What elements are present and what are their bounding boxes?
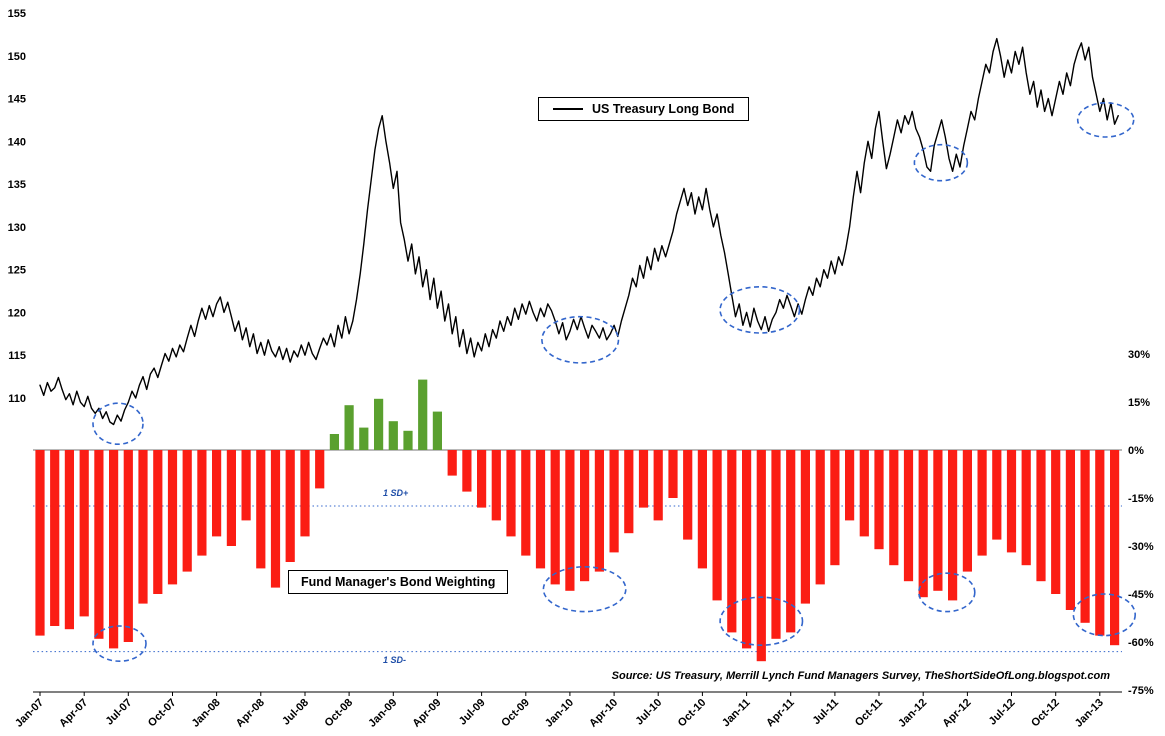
svg-text:Jul-09: Jul-09 (457, 697, 488, 728)
svg-text:Jan-10: Jan-10 (543, 697, 576, 730)
svg-text:125: 125 (8, 265, 26, 277)
svg-text:-60%: -60% (1128, 637, 1154, 649)
svg-text:110: 110 (8, 393, 26, 405)
svg-text:Oct-12: Oct-12 (1029, 697, 1062, 730)
svg-text:Oct-11: Oct-11 (853, 697, 885, 729)
svg-text:Oct-10: Oct-10 (676, 697, 709, 730)
svg-text:Oct-09: Oct-09 (499, 697, 532, 730)
svg-text:155: 155 (8, 8, 26, 20)
sd-minus-label: 1 SD- (383, 655, 407, 665)
svg-text:115: 115 (8, 350, 26, 362)
svg-text:Jul-12: Jul-12 (987, 697, 1018, 728)
sd-plus-label: 1 SD+ (383, 488, 409, 498)
svg-text:-15%: -15% (1128, 493, 1154, 505)
svg-text:Jul-08: Jul-08 (280, 697, 311, 728)
svg-text:Jul-11: Jul-11 (810, 697, 841, 728)
svg-text:Jul-10: Jul-10 (633, 697, 664, 728)
svg-text:Apr-08: Apr-08 (234, 697, 267, 730)
svg-text:Jan-13: Jan-13 (1073, 697, 1106, 730)
svg-text:-45%: -45% (1128, 589, 1154, 601)
svg-text:120: 120 (8, 307, 26, 319)
svg-text:Oct-07: Oct-07 (146, 697, 179, 730)
svg-text:140: 140 (8, 136, 26, 148)
svg-text:Jan-09: Jan-09 (366, 697, 399, 730)
bar-series-label: Fund Manager's Bond Weighting (301, 575, 496, 589)
svg-text:30%: 30% (1128, 349, 1150, 361)
svg-text:Oct-08: Oct-08 (323, 697, 356, 730)
svg-text:Jan-08: Jan-08 (190, 697, 223, 730)
bar-series-label-box: Fund Manager's Bond Weighting (288, 570, 509, 594)
svg-text:-30%: -30% (1128, 541, 1154, 553)
source-note: Source: US Treasury, Merrill Lynch Fund … (611, 670, 1110, 682)
svg-text:Jul-07: Jul-07 (103, 697, 134, 728)
svg-text:Apr-12: Apr-12 (940, 697, 973, 730)
svg-text:Apr-09: Apr-09 (410, 697, 443, 730)
legend-label: US Treasury Long Bond (592, 102, 735, 116)
svg-text:Jan-07: Jan-07 (13, 697, 46, 730)
svg-text:0%: 0% (1128, 445, 1144, 457)
legend: US Treasury Long Bond (538, 97, 750, 121)
svg-text:150: 150 (8, 51, 26, 63)
svg-text:Apr-07: Apr-07 (57, 697, 90, 730)
svg-text:145: 145 (8, 94, 26, 106)
svg-text:130: 130 (8, 222, 26, 234)
svg-text:Apr-10: Apr-10 (587, 697, 620, 730)
svg-text:Jan-12: Jan-12 (896, 697, 929, 730)
line-series-swatch (553, 108, 583, 110)
svg-text:-75%: -75% (1128, 685, 1154, 697)
svg-text:15%: 15% (1128, 397, 1150, 409)
svg-text:Jan-11: Jan-11 (720, 697, 753, 730)
svg-text:Apr-11: Apr-11 (764, 697, 797, 730)
svg-text:135: 135 (8, 179, 26, 191)
